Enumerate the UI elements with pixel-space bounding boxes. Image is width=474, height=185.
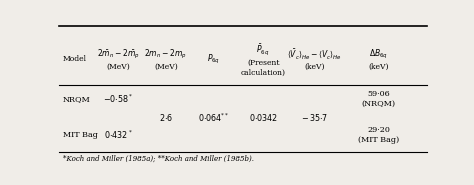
Text: 29·20
(MIT Bag): 29·20 (MIT Bag) — [358, 126, 400, 144]
Text: *Koch and Miller (1985a); **Koch and Miller (1985b).: *Koch and Miller (1985a); **Koch and Mil… — [63, 155, 254, 163]
Text: $0{\cdot}0342$: $0{\cdot}0342$ — [248, 112, 278, 123]
Text: $P_{6q}$: $P_{6q}$ — [207, 53, 220, 66]
Text: MIT Bag: MIT Bag — [63, 131, 98, 139]
Text: 59·06
(NRQM): 59·06 (NRQM) — [362, 90, 396, 108]
Text: $0{\cdot}432^*$: $0{\cdot}432^*$ — [104, 129, 132, 141]
Text: $\bar{P}_{6q}$
(Present
calculation): $\bar{P}_{6q}$ (Present calculation) — [241, 42, 286, 76]
Text: NRQM: NRQM — [63, 95, 91, 103]
Text: $2{\cdot}6$: $2{\cdot}6$ — [159, 112, 173, 123]
Text: $2m_n - 2m_p$
(MeV): $2m_n - 2m_p$ (MeV) — [145, 48, 187, 71]
Text: $-0{\cdot}58^*$: $-0{\cdot}58^*$ — [103, 93, 133, 105]
Text: Model: Model — [63, 55, 87, 63]
Text: $0{\cdot}064^{**}$: $0{\cdot}064^{**}$ — [198, 111, 229, 124]
Text: $-\,35{\cdot}7$: $-\,35{\cdot}7$ — [301, 112, 328, 123]
Text: $\Delta B_{6q}$
(keV): $\Delta B_{6q}$ (keV) — [369, 48, 389, 71]
Text: $2\bar{m}_n - 2\bar{m}_p$
(MeV): $2\bar{m}_n - 2\bar{m}_p$ (MeV) — [97, 48, 139, 71]
Text: $\langle\bar{V}_c\rangle_{He} - \langle V_c\rangle_{He}$
(keV): $\langle\bar{V}_c\rangle_{He} - \langle … — [287, 48, 342, 71]
